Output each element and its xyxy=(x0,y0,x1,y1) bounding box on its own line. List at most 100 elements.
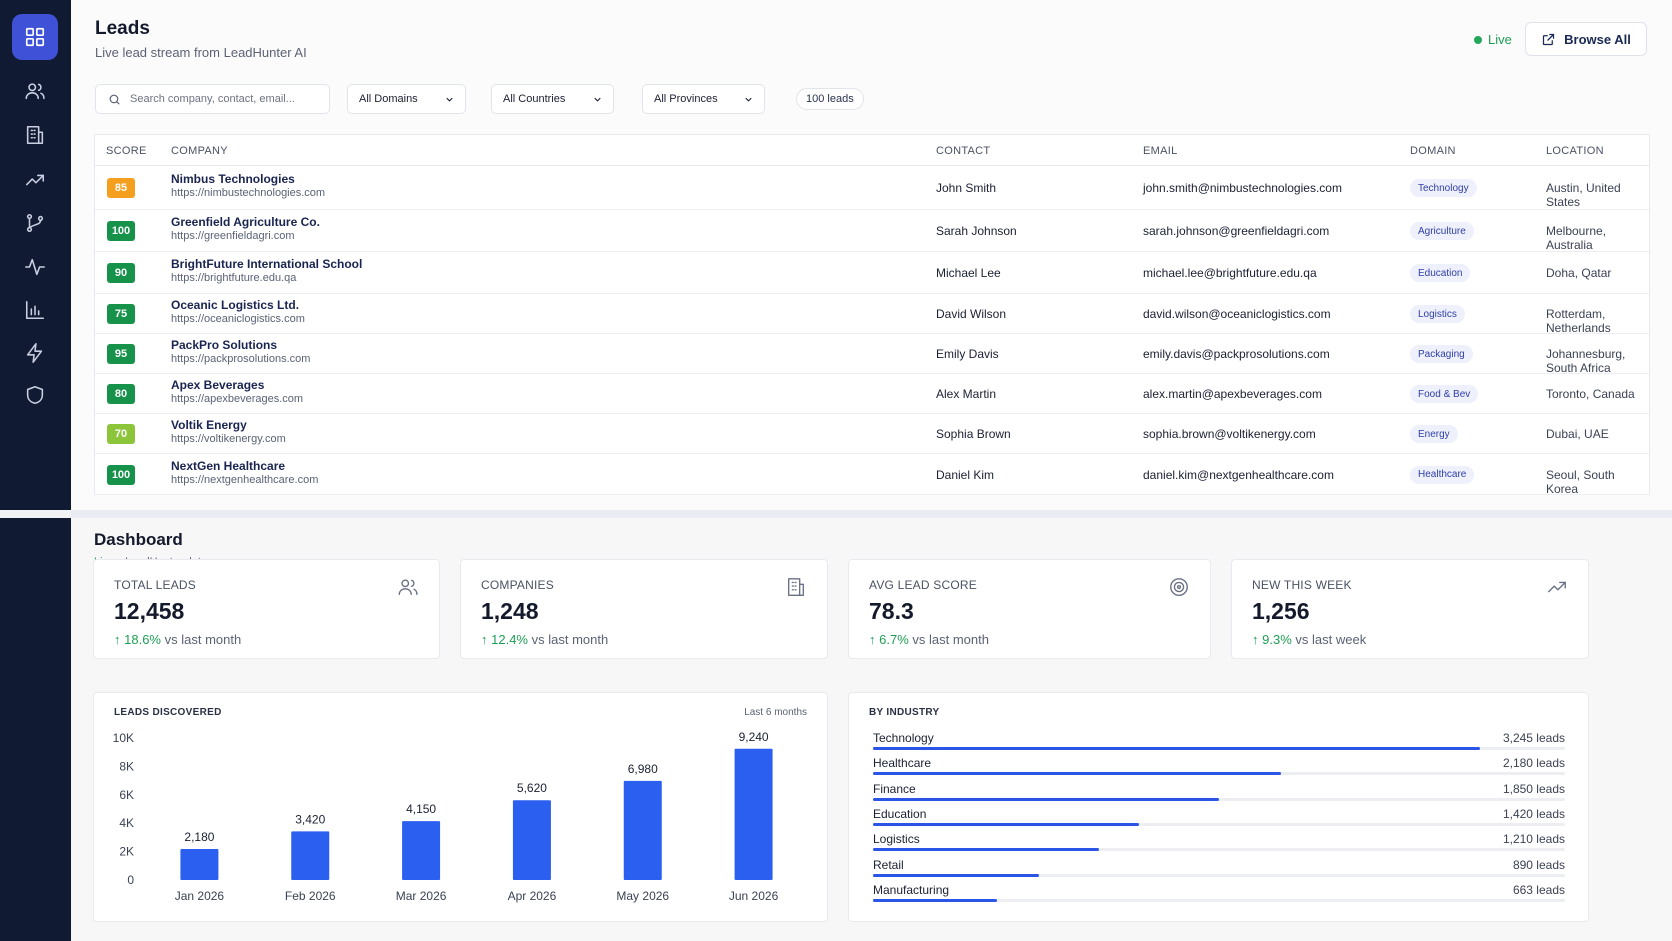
nav-pipeline[interactable] xyxy=(22,210,48,236)
contact-email[interactable]: sophia.brown@voltikenergy.com xyxy=(1143,427,1316,441)
column-header-company[interactable]: COMPANY xyxy=(171,145,228,157)
activity-icon xyxy=(25,258,45,276)
company-name[interactable]: Nimbus Technologies xyxy=(171,172,295,186)
country-filter[interactable]: All Countries xyxy=(491,84,614,114)
domain-filter[interactable]: All Domains xyxy=(347,84,466,114)
kpi-card-avg-score: AVG LEAD SCORE 78.3 ↑ 6.7% vs last month xyxy=(848,559,1211,659)
nav-companies[interactable] xyxy=(22,122,48,148)
industry-row: Healthcare 2,180 leads xyxy=(873,756,1565,778)
company-name[interactable]: Greenfield Agriculture Co. xyxy=(171,215,320,229)
contact-email[interactable]: emily.davis@packprosolutions.com xyxy=(1143,347,1330,361)
score-badge: 90 xyxy=(107,263,135,283)
contact-name: Alex Martin xyxy=(936,387,997,401)
column-header-score[interactable]: SCORE xyxy=(106,145,147,157)
table-row[interactable]: 100 NextGen Healthcare https://nextgenheal… xyxy=(95,454,1649,496)
bar-value-label: 4,150 xyxy=(406,802,436,816)
nav-security[interactable] xyxy=(22,382,48,408)
company-url[interactable]: https://brightfuture.edu.qa xyxy=(171,272,297,284)
nav-automation[interactable] xyxy=(22,340,48,366)
kpi-delta-value: 12.4% xyxy=(491,632,528,647)
industry-bar-fill xyxy=(873,822,1139,826)
kpi-card-total-leads: TOTAL LEADS 12,458 ↑ 18.6% vs last month xyxy=(93,559,440,659)
company-name[interactable]: Oceanic Logistics Ltd. xyxy=(171,298,300,312)
table-row[interactable]: 85 Nimbus Technologies https://nimbustechn… xyxy=(95,166,1649,210)
live-indicator: Live xyxy=(1474,32,1512,47)
industry-name: Logistics xyxy=(873,832,920,847)
industry-bar-fill xyxy=(873,898,997,902)
browse-all-label: Browse All xyxy=(1564,31,1631,47)
company-name[interactable]: Apex Beverages xyxy=(171,378,265,392)
score-badge: 100 xyxy=(107,221,135,241)
column-header-location[interactable]: LOCATION xyxy=(1546,145,1604,157)
domain-badge: Food & Bev xyxy=(1410,385,1479,403)
industry-bar-track xyxy=(873,822,1565,826)
table-row[interactable]: 100 Greenfield Agriculture Co. https://gre… xyxy=(95,210,1649,252)
kpi-delta-value: 9.3% xyxy=(1262,632,1292,647)
nav-activity[interactable] xyxy=(22,254,48,280)
company-name[interactable]: NextGen Healthcare xyxy=(171,458,286,473)
kpi-delta-value: 6.7% xyxy=(879,632,909,647)
industry-row: Retail 890 leads xyxy=(873,858,1565,880)
nav-trends[interactable] xyxy=(22,167,48,193)
y-tick-label: 10K xyxy=(113,731,134,745)
industry-bar-fill xyxy=(873,797,1219,801)
company-name[interactable]: BrightFuture International School xyxy=(171,257,363,271)
grid-icon xyxy=(25,27,45,47)
chart-title: LEADS DISCOVERED xyxy=(114,707,222,718)
column-header-domain[interactable]: DOMAIN xyxy=(1410,145,1456,157)
location-text: Rotterdam, Netherlands xyxy=(1546,307,1611,335)
table-header: SCORE COMPANY CONTACT EMAIL DOMAIN LOCAT… xyxy=(95,135,1649,166)
contact-email[interactable]: john.smith@nimbustechnologies.com xyxy=(1143,181,1342,195)
table-row[interactable]: 70 Voltik Energy https://voltikenergy.com S… xyxy=(95,414,1649,454)
y-tick-label: 0 xyxy=(127,873,134,887)
industry-row: Technology 3,245 leads xyxy=(873,731,1565,753)
contact-email[interactable]: david.wilson@oceaniclogistics.com xyxy=(1143,307,1331,321)
domain-badge: Agriculture xyxy=(1410,222,1474,240)
search-input[interactable] xyxy=(130,93,310,105)
table-row[interactable]: 90 BrightFuture International School https… xyxy=(95,252,1649,294)
score-badge: 80 xyxy=(107,384,135,404)
kpi-delta-suffix: vs last month xyxy=(912,632,989,647)
chart-range-label: Last 6 months xyxy=(744,707,807,718)
kpi-value: 78.3 xyxy=(869,598,914,624)
column-header-contact[interactable]: CONTACT xyxy=(936,145,991,157)
province-filter[interactable]: All Provinces xyxy=(642,84,765,114)
sidebar xyxy=(0,0,71,941)
chevron-down-icon xyxy=(745,97,752,102)
table-row[interactable]: 75 Oceanic Logistics Ltd. https://oceanicl… xyxy=(95,294,1649,335)
contact-email[interactable]: daniel.kim@nextgenhealthcare.com xyxy=(1143,467,1334,482)
company-url[interactable]: https://nimbustechnologies.com xyxy=(171,187,326,199)
company-url[interactable]: https://voltikenergy.com xyxy=(171,433,286,445)
column-header-email[interactable]: EMAIL xyxy=(1143,145,1178,157)
external-link-icon xyxy=(1543,33,1555,45)
industry-count: 1,850 leads xyxy=(1502,781,1565,796)
company-name[interactable]: Voltik Energy xyxy=(171,418,247,432)
contact-email[interactable]: sarah.johnson@greenfieldagri.com xyxy=(1143,224,1330,238)
browse-all-button[interactable]: Browse All xyxy=(1525,22,1647,56)
contact-name: John Smith xyxy=(936,181,997,195)
bar-value-label: 3,420 xyxy=(295,812,325,826)
kpi-delta-value: 18.6% xyxy=(124,632,161,647)
chart-bar xyxy=(734,748,773,880)
company-url[interactable]: https://nextgenhealthcare.com xyxy=(171,473,319,486)
contact-email[interactable]: alex.martin@apexbeverages.com xyxy=(1143,387,1322,401)
industry-bar-fill xyxy=(873,772,1281,776)
kpi-value: 12,458 xyxy=(114,598,185,624)
table-row[interactable]: 80 Apex Beverages https://apexbeverages.co… xyxy=(95,374,1649,414)
nav-analytics[interactable] xyxy=(22,297,48,323)
company-url[interactable]: https://apexbeverages.com xyxy=(171,393,304,405)
kpi-delta: ↑ 6.7% vs last month xyxy=(869,632,989,647)
contact-email[interactable]: michael.lee@brightfuture.edu.qa xyxy=(1143,266,1317,280)
company-name[interactable]: PackPro Solutions xyxy=(171,338,278,352)
table-row[interactable]: 95 PackPro Solutions https://packprosoluti… xyxy=(95,334,1649,375)
kpi-delta-suffix: vs last week xyxy=(1295,632,1367,647)
company-url[interactable]: https://greenfieldagri.com xyxy=(171,230,295,242)
company-url[interactable]: https://oceaniclogistics.com xyxy=(171,313,305,325)
page-title: Leads xyxy=(95,18,150,39)
dashboard-nav-button[interactable] xyxy=(12,14,58,60)
zap-icon xyxy=(26,343,43,363)
nav-users[interactable] xyxy=(22,78,48,104)
kpi-label: COMPANIES xyxy=(481,578,554,592)
company-url[interactable]: https://packprosolutions.com xyxy=(171,353,311,365)
search-box[interactable] xyxy=(95,84,330,114)
